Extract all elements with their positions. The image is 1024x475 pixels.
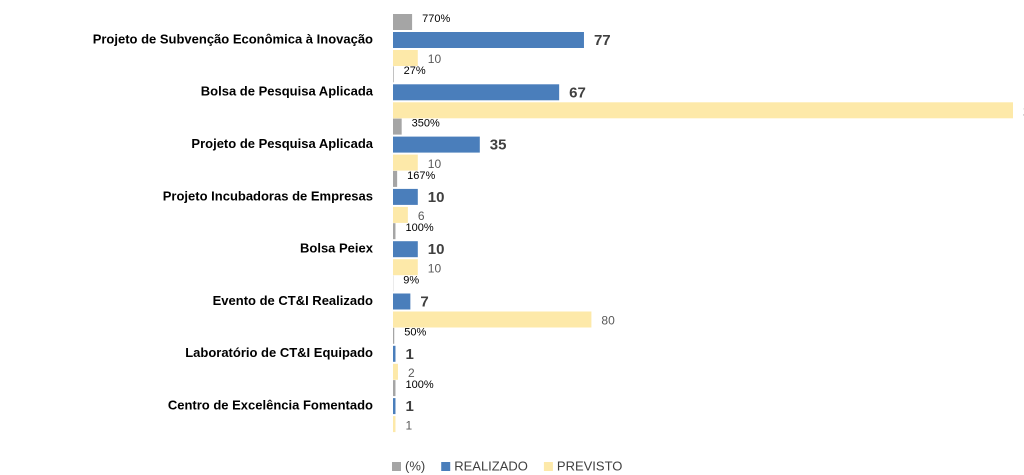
bar — [393, 170, 398, 187]
bar — [393, 206, 408, 223]
bar — [393, 102, 1013, 119]
category-label: Centro de Excelência Fomentado — [168, 398, 373, 413]
category-label: Laboratório de CT&I Equipado — [185, 345, 373, 360]
category-label: Evento de CT&I Realizado — [213, 293, 373, 308]
data-label: 350% — [412, 118, 440, 130]
legend-label: (%) — [405, 458, 425, 473]
legend-swatch — [441, 462, 451, 471]
data-label: 1 — [405, 418, 412, 432]
category-label: Bolsa Peiex — [300, 241, 374, 256]
bar — [393, 50, 418, 66]
data-label: 80 — [601, 314, 615, 328]
bar — [393, 293, 411, 310]
data-label: 1 — [405, 398, 413, 415]
bar — [393, 398, 396, 415]
data-label: 100% — [405, 222, 433, 234]
bar — [393, 327, 395, 344]
bar — [393, 136, 480, 153]
bar — [393, 223, 396, 240]
data-label: 10 — [428, 189, 445, 206]
data-label: 67 — [569, 84, 586, 101]
data-label: 27% — [404, 65, 426, 77]
data-label: 770% — [422, 13, 450, 25]
data-label: 6 — [418, 209, 425, 223]
data-label: 50% — [404, 327, 426, 339]
bar — [393, 14, 413, 30]
bar — [393, 32, 584, 48]
category-label: Bolsa de Pesquisa Aplicada — [201, 84, 374, 99]
data-label: 2 — [408, 366, 415, 380]
data-label: 100% — [405, 379, 433, 391]
bar — [393, 259, 418, 276]
category-label: Projeto de Pesquisa Aplicada — [191, 136, 373, 151]
bar — [393, 416, 396, 433]
legend-swatch — [543, 462, 553, 471]
data-label: 167% — [407, 170, 435, 182]
bar — [393, 241, 418, 258]
data-label: 9% — [403, 274, 419, 286]
legend-label: PREVISTO — [557, 458, 623, 473]
bar — [393, 345, 396, 362]
bar — [393, 84, 560, 101]
bar — [393, 118, 402, 135]
bar — [393, 311, 592, 328]
data-label: 77 — [594, 32, 611, 49]
legend-label: REALIZADO — [454, 458, 528, 473]
bar — [393, 380, 396, 397]
data-label: 10 — [428, 157, 442, 171]
category-label: Projeto de Subvenção Econômica à Inovaçã… — [93, 31, 373, 46]
bar — [393, 66, 394, 83]
data-label: 10 — [428, 52, 442, 66]
data-label: 1 — [405, 346, 413, 363]
data-label: 10 — [428, 261, 442, 275]
bar — [393, 188, 418, 205]
data-label: 10 — [428, 241, 445, 258]
bar — [393, 363, 398, 380]
bar — [393, 154, 418, 171]
data-label: 35 — [490, 137, 507, 154]
data-label: 7 — [420, 293, 428, 310]
legend-swatch — [392, 462, 401, 471]
category-label: Projeto Incubadoras de Empresas — [163, 188, 373, 203]
